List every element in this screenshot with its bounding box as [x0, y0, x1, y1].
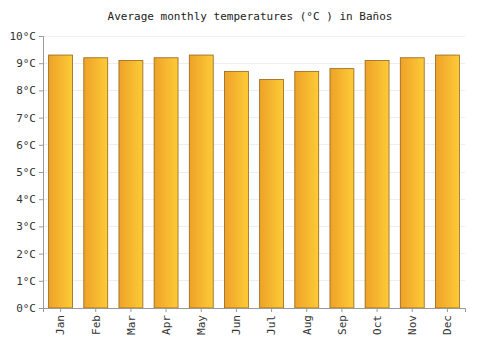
- tick-label: 1°C: [16, 275, 36, 288]
- tick: Mar: [125, 308, 138, 335]
- chart: 0°C 1°C 2°C 3°C 4°C 5°C 6°C 7°C 8°C 9°C 10°C Jan Feb…: [0, 0, 500, 350]
- tick-label: 7°C: [16, 112, 36, 125]
- x-axis: Jan Feb Mar Apr May Jun Jul Aug Sep Oct Nov Dec: [44, 308, 466, 335]
- tick-mark: [39, 199, 43, 200]
- tick: 3°C: [16, 220, 43, 233]
- tick: Feb: [90, 308, 103, 335]
- tick: May: [195, 308, 208, 335]
- tick-mark: [39, 145, 43, 146]
- tick: Jun: [230, 308, 243, 335]
- tick-mark: [412, 308, 413, 312]
- bar: [295, 71, 319, 308]
- bar: [49, 55, 73, 308]
- tick: Oct: [371, 308, 384, 335]
- tick-mark: [60, 308, 61, 312]
- tick-mark: [306, 308, 307, 312]
- grid: [43, 36, 465, 308]
- tick-mark: [39, 36, 43, 37]
- tick-mark: [39, 308, 43, 309]
- y-axis: 0°C 1°C 2°C 3°C 4°C 5°C 6°C 7°C 8°C 9°C 10°C: [10, 30, 44, 315]
- tick-mark: [341, 308, 342, 312]
- tick-mark: [271, 308, 272, 312]
- tick: Aug: [301, 308, 314, 335]
- tick-mark: [39, 281, 43, 282]
- tick-mark: [39, 118, 43, 119]
- bar: [400, 58, 424, 308]
- tick-label: Oct: [371, 315, 384, 335]
- tick-label: 0°C: [16, 302, 36, 315]
- tick: 6°C: [16, 139, 43, 152]
- tick-label: 6°C: [16, 139, 36, 152]
- tick-mark: [130, 308, 131, 312]
- tick-label: May: [195, 315, 208, 335]
- tick: Nov: [406, 308, 419, 335]
- tick-label: 2°C: [16, 248, 36, 261]
- tick-mark: [95, 308, 96, 312]
- bar: [260, 80, 284, 308]
- tick-label: Apr: [160, 315, 173, 335]
- tick-mark: [39, 254, 43, 255]
- tick-label: 9°C: [16, 57, 36, 70]
- tick: 5°C: [16, 166, 43, 179]
- tick-label: Aug: [301, 315, 314, 335]
- plot-area: 0°C 1°C 2°C 3°C 4°C 5°C 6°C 7°C 8°C 9°C 10°C Jan Feb…: [10, 30, 466, 335]
- tick: 7°C: [16, 112, 43, 125]
- tick-label: 8°C: [16, 84, 36, 97]
- bar: [435, 55, 459, 308]
- bars: [49, 55, 460, 308]
- tick-mark: [39, 226, 43, 227]
- tick-label: Nov: [406, 315, 419, 335]
- tick-label: Mar: [125, 315, 138, 335]
- tick: 9°C: [16, 57, 43, 70]
- tick-mark: [201, 308, 202, 312]
- tick: Jul: [265, 308, 278, 335]
- bar: [224, 71, 248, 308]
- tick-mark: [166, 308, 167, 312]
- tick-mark: [39, 63, 43, 64]
- tick-mark: [39, 90, 43, 91]
- tick-mark: [236, 308, 237, 312]
- tick-label: Feb: [90, 315, 103, 335]
- tick: Dec: [441, 308, 454, 335]
- bar: [365, 60, 389, 308]
- axis-line: [39, 37, 44, 309]
- tick-label: Jan: [54, 315, 67, 335]
- tick-label: 10°C: [10, 30, 37, 43]
- tick-label: 4°C: [16, 193, 36, 206]
- tick-label: 3°C: [16, 220, 36, 233]
- tick: 10°C: [10, 30, 44, 43]
- tick-mark: [39, 172, 43, 173]
- bar: [154, 58, 178, 308]
- tick-label: Jun: [230, 315, 243, 335]
- tick-label: Jul: [265, 315, 278, 335]
- bar: [189, 55, 213, 308]
- tick: 2°C: [16, 248, 43, 261]
- tick-label: Sep: [336, 315, 349, 335]
- tick-mark: [377, 308, 378, 312]
- tick: 1°C: [16, 275, 43, 288]
- tick: Jan: [54, 308, 67, 335]
- title: Average monthly temperatures (°C ) in Ba…: [108, 10, 393, 23]
- axis-line: [44, 309, 466, 313]
- tick-label: Dec: [441, 315, 454, 335]
- bar: [119, 60, 143, 308]
- tick: Apr: [160, 308, 173, 335]
- tick: Sep: [336, 308, 349, 335]
- bar: [330, 69, 354, 308]
- bar: [84, 58, 108, 308]
- tick: 0°C: [16, 302, 43, 315]
- tick-label: 5°C: [16, 166, 36, 179]
- tick: 8°C: [16, 84, 43, 97]
- tick: 4°C: [16, 193, 43, 206]
- tick-mark: [447, 308, 448, 312]
- grid-line: [43, 36, 465, 37]
